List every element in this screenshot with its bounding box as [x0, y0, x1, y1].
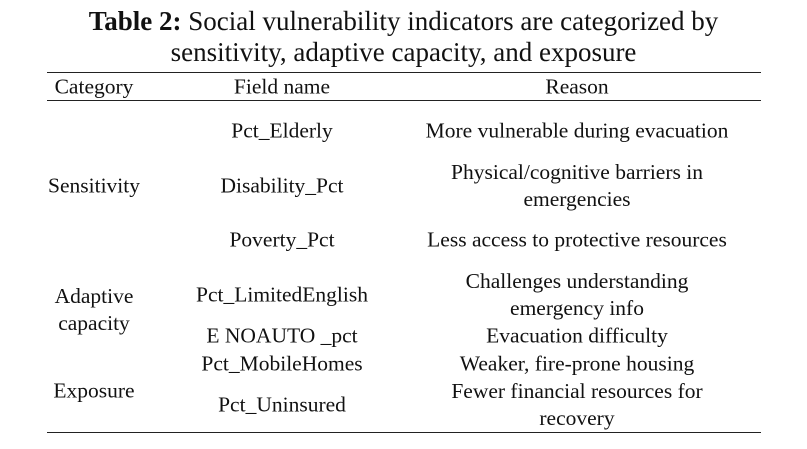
reason-cell: Evacuation difficulty: [486, 323, 668, 348]
column-header: Reason: [545, 74, 609, 99]
reason-cell: Challenges understanding emergency info: [465, 269, 689, 320]
category-cell: Sensitivity: [48, 173, 140, 198]
column-header: Category: [54, 74, 134, 99]
table-caption: Table 2: Social vulnerability indicators…: [0, 6, 807, 68]
top-rule: [47, 72, 761, 73]
reason-cell: Physical/cognitive barriers in emergenci…: [451, 160, 703, 211]
caption-label: Table 2:: [88, 6, 182, 36]
caption-text: Social vulnerability indicators are cate…: [170, 6, 719, 67]
header-rule: [47, 100, 761, 101]
reason-cell: Fewer financial resources for recovery: [451, 379, 703, 430]
field-cell: Pct_LimitedEnglish: [196, 282, 368, 307]
field-cell: Pct_Uninsured: [218, 392, 346, 417]
field-cell: Disability_Pct: [220, 173, 344, 198]
field-cell: Poverty_Pct: [229, 227, 335, 252]
reason-cell: More vulnerable during evacuation: [425, 118, 729, 143]
field-cell: Pct_Elderly: [231, 118, 333, 143]
reason-cell: Less access to protective resources: [427, 227, 727, 252]
bottom-rule: [47, 432, 761, 433]
reason-cell: Weaker, fire-prone housing: [459, 351, 695, 376]
column-header: Field name: [233, 74, 331, 99]
category-cell: Adaptive capacity: [54, 284, 134, 335]
field-cell: Pct_MobileHomes: [201, 351, 363, 376]
category-cell: Exposure: [53, 378, 135, 403]
field-cell: E NOAUTO _pct: [206, 323, 358, 348]
